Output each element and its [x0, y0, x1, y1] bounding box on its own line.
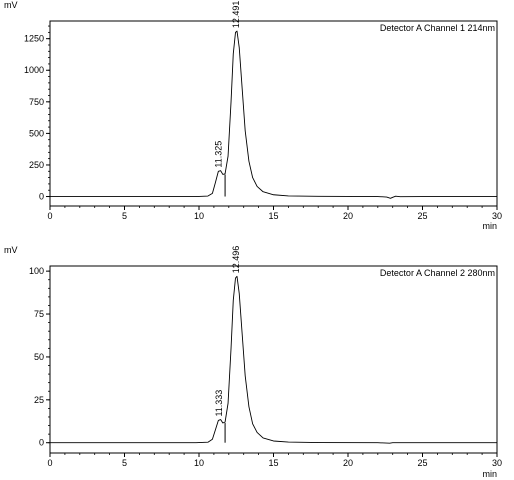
x-tick-label: 15 — [268, 211, 278, 221]
x-tick-label: 10 — [194, 211, 204, 221]
series-line — [50, 30, 497, 199]
y-tick-label: 250 — [29, 160, 44, 170]
legend-label: Detector A Channel 2 280nm — [380, 268, 495, 278]
x-tick-label: 10 — [194, 458, 204, 468]
plot-frame — [49, 20, 498, 207]
x-tick-label: 20 — [343, 458, 353, 468]
x-tick-label: 15 — [268, 458, 278, 468]
plot-frame — [49, 265, 498, 454]
peak-label: 12.491 — [231, 1, 241, 29]
x-tick-label: 25 — [417, 458, 427, 468]
y-tick-label: 100 — [29, 266, 44, 276]
peak-label: 11.325 — [214, 141, 224, 168]
peak-label: 12.496 — [231, 246, 241, 274]
series-line — [50, 275, 497, 444]
y-tick-label: 0 — [39, 438, 44, 448]
y-tick-label: 1000 — [24, 65, 44, 75]
y-tick-label: 50 — [34, 352, 44, 362]
y-unit-label: mV — [4, 0, 18, 10]
x-tick-label: 5 — [122, 211, 127, 221]
x-axis-label: min — [482, 469, 497, 479]
peak-label: 11.333 — [214, 390, 224, 417]
y-unit-label: mV — [4, 245, 18, 255]
y-tick-label: 750 — [29, 97, 44, 107]
y-tick-label: 25 — [34, 395, 44, 405]
x-tick-label: 20 — [343, 211, 353, 221]
y-tick-label: 0 — [39, 192, 44, 202]
legend-label: Detector A Channel 1 214nm — [380, 23, 495, 33]
x-tick-label: 25 — [417, 211, 427, 221]
x-tick-label: 30 — [492, 211, 502, 221]
x-tick-label: 0 — [47, 211, 52, 221]
x-tick-label: 5 — [122, 458, 127, 468]
x-axis-label: min — [482, 221, 497, 231]
y-tick-label: 75 — [34, 309, 44, 319]
y-tick-label: 500 — [29, 128, 44, 138]
x-tick-label: 0 — [47, 458, 52, 468]
y-tick-label: 1250 — [24, 34, 44, 44]
x-tick-label: 30 — [492, 458, 502, 468]
